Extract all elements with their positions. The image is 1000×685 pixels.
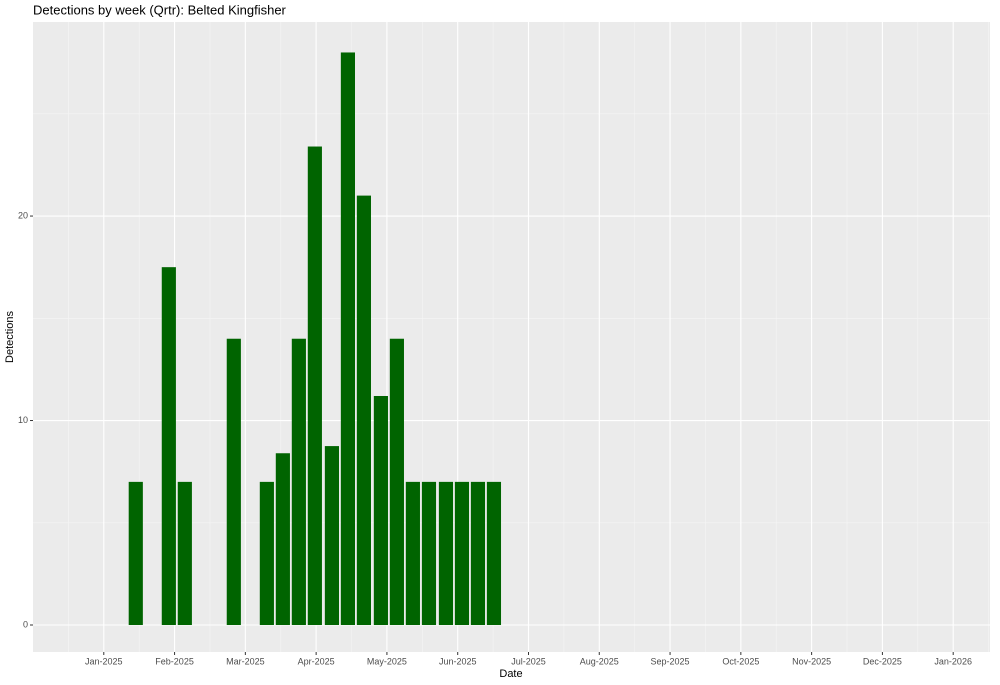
bar	[438, 481, 454, 626]
bar	[177, 481, 192, 626]
bar	[259, 481, 274, 626]
bar	[275, 453, 290, 626]
bar	[486, 481, 502, 626]
x-tick-label: Jan-2025	[85, 656, 123, 666]
y-axis-label: Detections	[4, 311, 16, 363]
x-tick-label: Jul-2025	[511, 656, 546, 666]
x-tick-label: Jan-2026	[934, 656, 972, 666]
y-tick-label: 20	[18, 210, 28, 220]
x-tick-label: Sep-2025	[651, 656, 690, 666]
panel	[33, 22, 990, 652]
x-tick-label: Aug-2025	[580, 656, 619, 666]
bar	[226, 338, 241, 626]
bar	[389, 338, 404, 626]
x-tick-label: Mar-2025	[226, 656, 265, 666]
x-axis-label: Date	[499, 668, 522, 680]
grid	[33, 22, 990, 652]
bar	[356, 195, 371, 626]
bar	[454, 481, 470, 626]
x-tick-label: Jun-2025	[439, 656, 477, 666]
x-tick-label: Nov-2025	[792, 656, 831, 666]
bar	[307, 146, 322, 626]
y-tick-label: 10	[18, 415, 28, 425]
bar	[128, 481, 143, 626]
bar	[340, 52, 355, 626]
x-tick-label: Feb-2025	[155, 656, 194, 666]
bars	[128, 52, 502, 626]
bar	[405, 481, 420, 626]
bar	[161, 267, 176, 626]
x-tick-label: Apr-2025	[298, 656, 335, 666]
x-tick-label: May-2025	[367, 656, 407, 666]
x-tick-label: Dec-2025	[863, 656, 902, 666]
bar	[291, 338, 306, 626]
x-tick-label: Oct-2025	[722, 656, 759, 666]
chart-title: Detections by week (Qrtr): Belted Kingfi…	[33, 2, 287, 17]
y-tick-label: 0	[23, 619, 28, 629]
bar	[470, 481, 486, 626]
bar	[324, 446, 339, 626]
bar	[421, 481, 437, 626]
bar	[373, 395, 388, 626]
